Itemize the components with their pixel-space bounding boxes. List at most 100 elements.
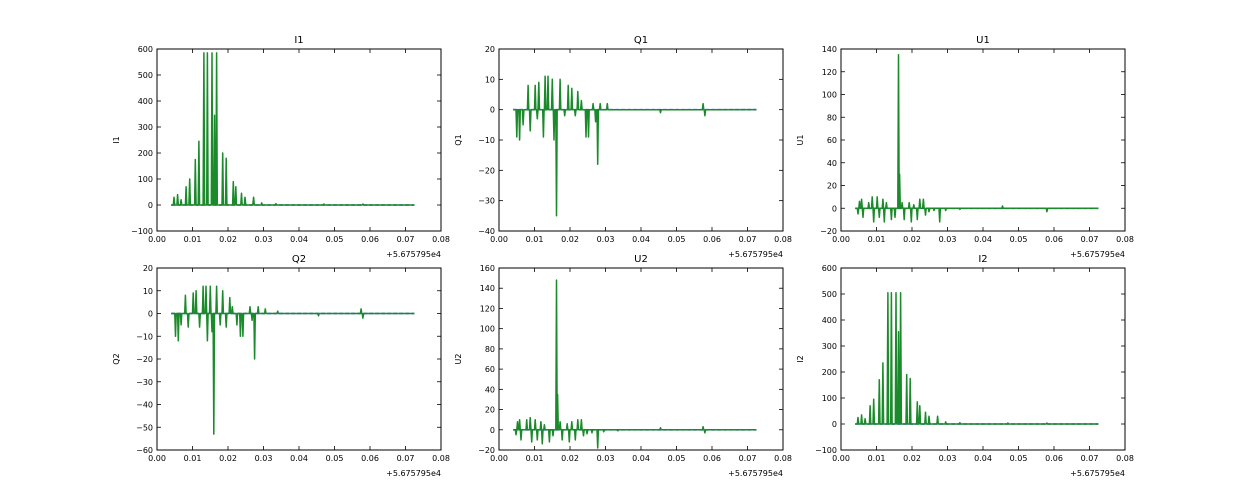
subplot-title: U1 [976,35,990,46]
axes-frame [498,48,784,232]
y-tick-label: −20 [478,166,495,175]
x-tick-label: 0.08 [1116,235,1134,244]
y-tick-label: 0 [490,426,495,435]
x-tick-label: 0.04 [290,454,308,463]
y-tick-label: 100 [138,175,153,184]
x-tick-label: 0.01 [184,235,202,244]
plot-area [513,279,757,449]
x-tick-label: 0.02 [903,454,921,463]
y-tick-label: 600 [822,264,837,273]
y-tick-label: 10 [143,287,153,296]
x-tick-label: 0.08 [774,454,792,463]
subplot-title: U2 [634,254,648,265]
axes-frame [498,267,784,451]
x-tick-label: 0.02 [561,235,579,244]
y-tick-label: 20 [827,182,837,191]
y-tick-label: 500 [822,290,837,299]
y-tick-label: 0 [148,310,153,319]
signal-series-line [855,53,1099,223]
x-tick-label: 0.00 [490,454,508,463]
x-tick-label: 0.01 [526,235,544,244]
x-tick-label: 0.03 [255,235,273,244]
signal-series-line [513,279,757,449]
y-tick-label: −30 [478,197,495,206]
x-offset-label: +5.675795e4 [728,469,783,478]
x-tick-label: 0.05 [1010,235,1028,244]
y-axis-label: U2 [454,354,463,365]
y-tick-label: 0 [832,204,837,213]
y-tick-label: −20 [136,355,153,364]
y-axis-label: Q2 [112,353,121,364]
y-tick-label: −20 [478,446,495,455]
y-tick-label: −100 [815,446,837,455]
x-tick-label: 0.01 [526,454,544,463]
y-tick-label: −50 [136,423,153,432]
y-tick-label: −100 [131,227,153,236]
x-tick-label: 0.07 [397,235,415,244]
x-tick-label: 0.01 [868,454,886,463]
x-tick-label: 0.03 [597,235,615,244]
y-tick-label: 600 [138,45,153,54]
y-tick-label: 100 [480,325,495,334]
y-tick-label: 20 [485,45,495,54]
plot-area [171,52,415,206]
axes-frame [156,267,442,451]
x-tick-label: 0.07 [739,235,757,244]
x-tick-label: 0.03 [939,454,957,463]
x-tick-label: 0.00 [490,235,508,244]
x-tick-label: 0.01 [184,454,202,463]
x-tick-label: 0.06 [703,235,721,244]
x-tick-label: 0.08 [432,454,450,463]
x-tick-label: 0.00 [148,454,166,463]
plot-area [171,285,415,435]
y-tick-label: 20 [143,264,153,273]
x-tick-label: 0.04 [632,454,650,463]
y-tick-label: 160 [480,264,495,273]
x-offset-label: +5.675795e4 [386,469,441,478]
signal-series-line [171,285,415,435]
plot-area [855,291,1099,425]
y-tick-label: 0 [490,106,495,115]
y-tick-label: −40 [478,227,495,236]
x-tick-label: 0.01 [868,235,886,244]
x-tick-label: 0.06 [703,454,721,463]
y-tick-label: −20 [820,227,837,236]
x-tick-label: 0.04 [290,235,308,244]
subplot-title: Q1 [634,35,648,46]
y-tick-label: −60 [136,446,153,455]
y-tick-label: 500 [138,71,153,80]
x-tick-label: 0.07 [397,454,415,463]
x-tick-label: 0.03 [597,454,615,463]
y-tick-label: 200 [138,149,153,158]
x-tick-label: 0.05 [668,235,686,244]
subplot-title: I2 [978,254,987,265]
signal-series-line [171,52,415,206]
x-tick-label: 0.02 [219,235,237,244]
x-tick-label: 0.06 [361,454,379,463]
x-tick-label: 0.07 [739,454,757,463]
y-tick-label: 200 [822,368,837,377]
axes-frame [840,48,1126,232]
subplot-q2: 0.00 0.01 0.02 0.03 0.04 0.05 0.06 0.07 0.08 −60 −… [112,254,450,478]
subplot-u2: 0.00 0.01 0.02 0.03 0.04 0.05 0.06 0.07 0.08 −20 0… [454,254,792,478]
x-tick-label: 0.07 [1081,454,1099,463]
x-tick-label: 0.05 [326,454,344,463]
subplot-title: Q2 [292,254,306,265]
x-offset-label: +5.675795e4 [1070,469,1125,478]
x-tick-label: 0.00 [148,235,166,244]
x-tick-label: 0.03 [255,454,273,463]
y-tick-label: 140 [822,45,837,54]
x-tick-label: 0.08 [774,235,792,244]
x-tick-label: 0.05 [326,235,344,244]
x-tick-label: 0.04 [974,454,992,463]
y-tick-label: 120 [480,304,495,313]
x-offset-label: +5.675795e4 [1070,250,1125,259]
x-tick-label: 0.04 [632,235,650,244]
x-tick-label: 0.00 [832,454,850,463]
x-offset-label: +5.675795e4 [386,250,441,259]
x-tick-label: 0.03 [939,235,957,244]
x-tick-label: 0.02 [219,454,237,463]
x-offset-label: +5.675795e4 [728,250,783,259]
y-axis-label: I2 [796,355,805,362]
